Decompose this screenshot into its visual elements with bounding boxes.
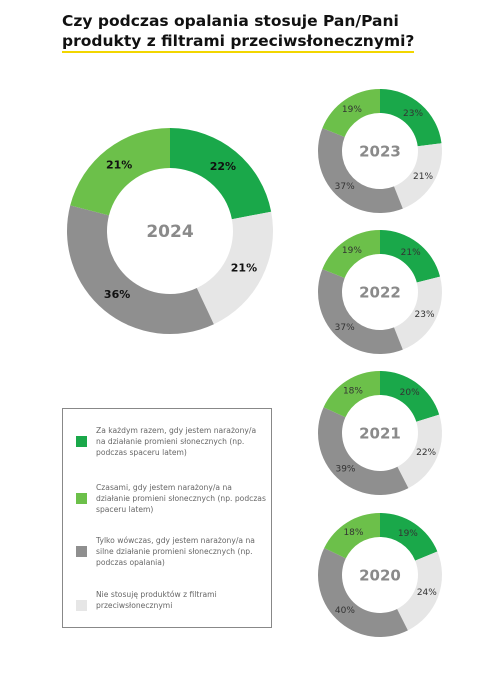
donut-segment: [323, 371, 380, 418]
value-label: 23%: [415, 310, 435, 320]
legend-swatch: [76, 436, 87, 447]
donut-segment: [393, 143, 442, 209]
legend-swatch: [76, 546, 87, 557]
legend-swatch: [76, 600, 87, 611]
value-label: 19%: [398, 529, 418, 539]
value-label: 36%: [104, 288, 130, 301]
center-label: 2021: [359, 425, 401, 443]
value-label: 19%: [342, 105, 362, 115]
value-label: 21%: [231, 262, 257, 275]
legend-label: Czasami, gdy jestem narażony/a na działa…: [96, 483, 266, 514]
donut-segment: [380, 230, 441, 283]
legend-swatch: [76, 493, 87, 504]
donut-segment: [397, 414, 442, 489]
donut-segment: [170, 128, 272, 220]
title-line: Czy podczas opalania stosuje Pan/Pani: [62, 12, 399, 30]
legend-label: Tylko wówczas, gdy jestem narażony/a na …: [96, 536, 255, 567]
value-label: 23%: [403, 109, 423, 119]
center-label: 2022: [359, 284, 401, 302]
donut-segment: [380, 371, 440, 422]
donut-segment: [324, 513, 380, 559]
value-label: 22%: [210, 160, 236, 173]
donut-segment: [317, 269, 403, 354]
value-label: 18%: [343, 528, 363, 538]
donut-segment: [317, 407, 409, 495]
legend-label: Za każdym razem, gdy jestem narażony/a n…: [96, 426, 257, 457]
value-label: 19%: [342, 246, 362, 256]
donut-segment: [196, 211, 274, 325]
center-label: 2023: [359, 143, 401, 161]
donut-segment: [318, 128, 403, 214]
legend-label: Nie stosuję produktów z filtrami przeciw…: [96, 590, 217, 610]
donut-segment: [393, 276, 442, 350]
title-line: produkty z filtrami przeciwsłonecznymi?: [62, 32, 415, 53]
legend: Za każdym razem, gdy jestem narażony/a n…: [62, 408, 272, 628]
donut-segment: [380, 89, 442, 147]
donut-segment: [67, 205, 214, 334]
value-label: 18%: [343, 386, 363, 396]
donut-segment: [397, 551, 442, 631]
center-label: 2020: [359, 567, 401, 585]
value-label: 37%: [335, 182, 355, 192]
value-label: 21%: [401, 248, 421, 258]
donut-segment: [322, 229, 380, 279]
donut-segment: [380, 513, 438, 561]
value-label: 39%: [335, 465, 355, 475]
value-label: 22%: [416, 448, 436, 458]
donut-segment: [322, 89, 380, 138]
value-label: 21%: [413, 172, 433, 182]
donut-segment: [70, 128, 170, 216]
donut-segment: [318, 547, 408, 637]
value-label: 40%: [335, 606, 355, 616]
value-label: 20%: [400, 388, 420, 398]
value-label: 24%: [417, 588, 437, 598]
value-label: 37%: [335, 323, 355, 333]
value-label: 21%: [106, 158, 132, 171]
center-label: 2024: [146, 222, 193, 242]
